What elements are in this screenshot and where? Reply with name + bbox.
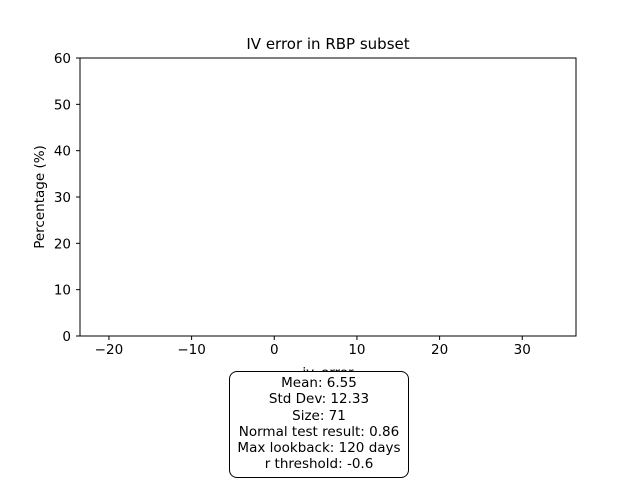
stats-max-lookback: Max lookback: 120 days (237, 440, 401, 457)
stats-std-dev: Std Dev: 12.33 (268, 391, 370, 408)
x-tick-label: 20 (431, 342, 448, 358)
x-axis: −20 −10 0 10 20 30 (95, 336, 531, 358)
stats-r-threshold: r threshold: -0.6 (264, 456, 374, 473)
stats-mean: Mean: 6.55 (281, 375, 357, 391)
x-tick-label: 0 (270, 342, 279, 358)
x-tick-label: −10 (177, 342, 206, 358)
x-tick-label: 30 (514, 342, 531, 358)
y-tick-label: 10 (54, 283, 71, 299)
x-tick-label: 10 (348, 342, 365, 358)
y-tick-label: 40 (54, 144, 71, 160)
plot-area (79, 57, 577, 337)
chart-title: IV error in RBP subset (246, 35, 409, 53)
y-tick-label: 30 (54, 190, 71, 206)
y-axis-label: Percentage (%) (32, 145, 48, 249)
x-tick-label: −20 (95, 342, 124, 358)
stats-box: Mean: 6.55 Std Dev: 12.33 Size: 71 Norma… (229, 371, 409, 478)
y-axis: 0 10 20 30 40 50 60 (54, 51, 80, 345)
y-tick-label: 20 (54, 236, 71, 252)
stats-size: Size: 71 (292, 407, 346, 424)
stats-normal-test: Normal test result: 0.86 (238, 423, 400, 440)
y-tick-label: 50 (54, 97, 71, 113)
y-tick-label: 60 (54, 51, 71, 67)
y-tick-label: 0 (62, 329, 71, 345)
